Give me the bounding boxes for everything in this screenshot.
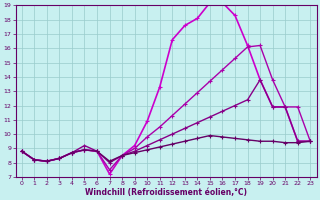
X-axis label: Windchill (Refroidissement éolien,°C): Windchill (Refroidissement éolien,°C) [85,188,247,197]
